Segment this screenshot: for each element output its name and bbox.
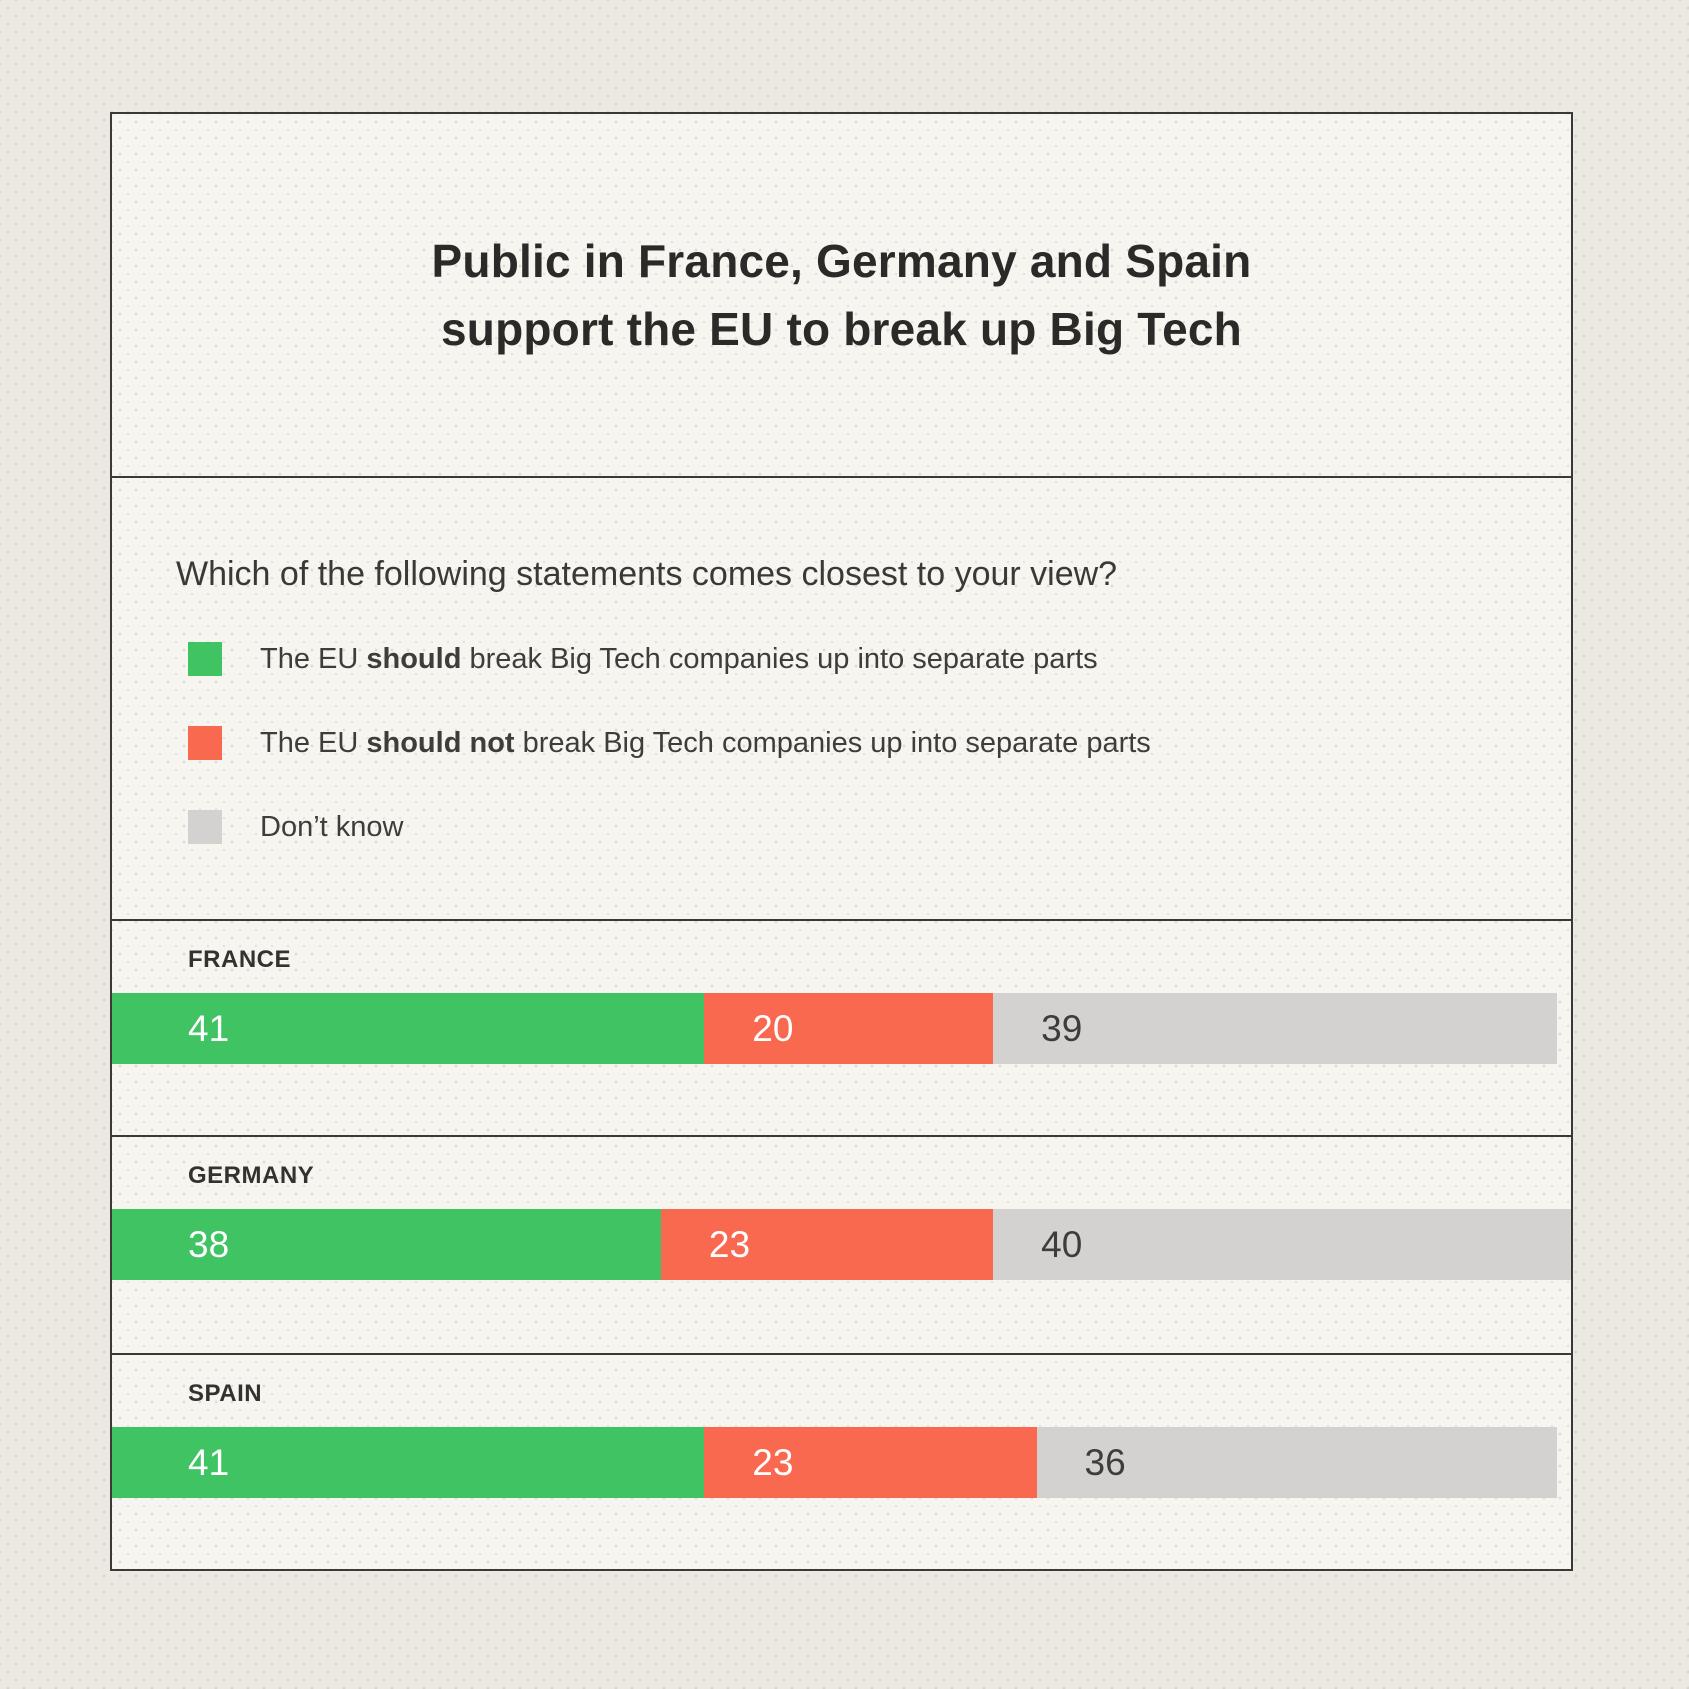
bar-segment-france-should-not: 20 (704, 993, 994, 1064)
bar-segment-spain-dont-know: 36 (1036, 1427, 1557, 1498)
bar-value: 41 (188, 1441, 230, 1483)
bar-spain: 41 23 36 (112, 1427, 1571, 1498)
country-section-france: FRANCE 41 20 39 (112, 921, 1571, 1137)
bar-value: 40 (1041, 1223, 1083, 1265)
bar-segment-france-should: 41 (112, 993, 705, 1064)
bar-segment-spain-should-not: 23 (704, 1427, 1037, 1498)
legend-label-dont-know: Don’t know (260, 811, 404, 843)
question-section: Which of the following statements comes … (112, 478, 1571, 921)
legend-label-should-not: The EU should not break Big Tech compani… (260, 727, 1151, 759)
bar-value: 39 (1041, 1007, 1083, 1049)
bar-germany: 38 23 40 (112, 1209, 1571, 1280)
legend-swatch-should (188, 642, 222, 676)
legend-swatch-should-not (188, 726, 222, 760)
survey-question: Which of the following statements comes … (176, 555, 1118, 593)
country-label-spain: SPAIN (188, 1380, 263, 1407)
country-section-germany: GERMANY 38 23 40 (112, 1137, 1571, 1355)
bar-segment-france-dont-know: 39 (993, 993, 1557, 1064)
bar-france: 41 20 39 (112, 993, 1571, 1064)
chart-title-line-1: Public in France, Germany and Spain (431, 235, 1252, 287)
bar-value: 23 (752, 1441, 794, 1483)
bar-segment-spain-should: 41 (112, 1427, 705, 1498)
bar-value: 20 (752, 1007, 794, 1049)
legend-item-should: The EU should break Big Tech companies u… (188, 642, 1511, 676)
country-section-spain: SPAIN 41 23 36 (112, 1355, 1571, 1569)
bar-value: 41 (188, 1007, 230, 1049)
bar-segment-germany-should: 38 (112, 1209, 661, 1280)
legend-swatch-dont-know (188, 810, 222, 844)
legend-item-dont-know: Don’t know (188, 810, 1511, 844)
legend: The EU should break Big Tech companies u… (188, 642, 1511, 844)
title-section: Public in France, Germany and Spain supp… (112, 114, 1571, 478)
country-label-germany: GERMANY (188, 1162, 315, 1189)
country-label-france: FRANCE (188, 946, 291, 973)
legend-label-should: The EU should break Big Tech companies u… (260, 643, 1098, 675)
chart-title-line-2: support the EU to break up Big Tech (441, 303, 1242, 355)
legend-item-should-not: The EU should not break Big Tech compani… (188, 726, 1511, 760)
bar-value: 23 (708, 1223, 751, 1265)
bar-value: 38 (188, 1223, 230, 1265)
bar-value: 36 (1084, 1441, 1126, 1483)
bar-segment-germany-should-not: 23 (660, 1209, 994, 1280)
chart-panel: Public in France, Germany and Spain supp… (110, 112, 1573, 1571)
bar-segment-germany-dont-know: 40 (993, 1209, 1571, 1280)
